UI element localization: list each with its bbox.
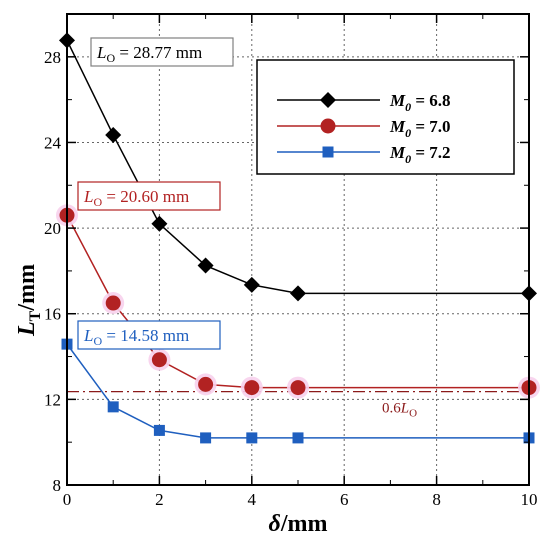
data-point [246, 432, 258, 444]
data-point [197, 257, 214, 274]
legend: M0 = 6.8 M0 = 7.0 M0 = 7.2 [256, 59, 515, 175]
annotation-text: LO = 28.77 mm [96, 43, 202, 65]
legend-marker [320, 118, 336, 134]
x-axis-label: δ/mm [269, 511, 328, 537]
legend-marker [320, 92, 336, 108]
data-point [153, 424, 165, 436]
data-point [151, 352, 167, 368]
data-point [244, 380, 260, 396]
axes [66, 13, 530, 486]
data-point [105, 295, 121, 311]
y-tick-label: 8 [53, 476, 62, 495]
legend-entry-1: M0 = 6.8 [277, 91, 451, 114]
legend-entry-2: M0 = 7.0 [277, 117, 451, 140]
y-tick-label: 28 [44, 48, 61, 67]
data-point [107, 401, 119, 413]
data-point [198, 376, 214, 392]
series-line [66, 214, 529, 389]
data-point [290, 285, 306, 302]
reference-line-label: 0.6LO [382, 401, 417, 420]
annotations: LO = 28.77 mm LO = 20.60 mm LO = 14.58 mm [77, 37, 234, 350]
x-tick-label: 6 [340, 490, 349, 509]
legend-label: M0 = 7.0 [389, 117, 451, 140]
annotation-text: LO = 20.60 mm [83, 187, 189, 209]
legend-entry-3: M0 = 7.2 [277, 143, 451, 166]
annotation-text: LO = 14.58 mm [83, 326, 189, 348]
data-point [151, 215, 168, 232]
data-point [200, 432, 212, 444]
y-tick-label: 12 [44, 390, 61, 409]
data-point [243, 276, 260, 293]
y-tick-label: 24 [44, 133, 62, 152]
x-tick-label: 4 [248, 490, 257, 509]
y-tick-label: 20 [44, 219, 61, 238]
legend-label: M0 = 6.8 [389, 91, 451, 114]
annotation-box [77, 320, 221, 350]
annotation-box [90, 37, 234, 67]
annotation-box [77, 181, 221, 211]
plot-frame [66, 13, 530, 486]
annotation-3: LO = 14.58 mm [77, 320, 221, 350]
legend-label: M0 = 7.2 [389, 143, 451, 166]
data-point [290, 380, 306, 396]
annotation-2: LO = 20.60 mm [77, 181, 221, 211]
data-point [105, 126, 122, 143]
y-tick-label: 16 [44, 305, 61, 324]
x-tick-label: 10 [521, 490, 538, 509]
annotation-1: LO = 28.77 mm [90, 37, 234, 67]
x-tick-label: 2 [155, 490, 164, 509]
x-tick-label: 8 [432, 490, 441, 509]
legend-marker [322, 146, 334, 158]
data-point [292, 432, 304, 444]
legend-box [256, 59, 515, 175]
series-2 [56, 204, 540, 399]
x-tick-label: 0 [63, 490, 72, 509]
series-1 [59, 32, 537, 302]
y-axis-label: LT/mm [14, 264, 44, 337]
series-group [56, 32, 540, 444]
